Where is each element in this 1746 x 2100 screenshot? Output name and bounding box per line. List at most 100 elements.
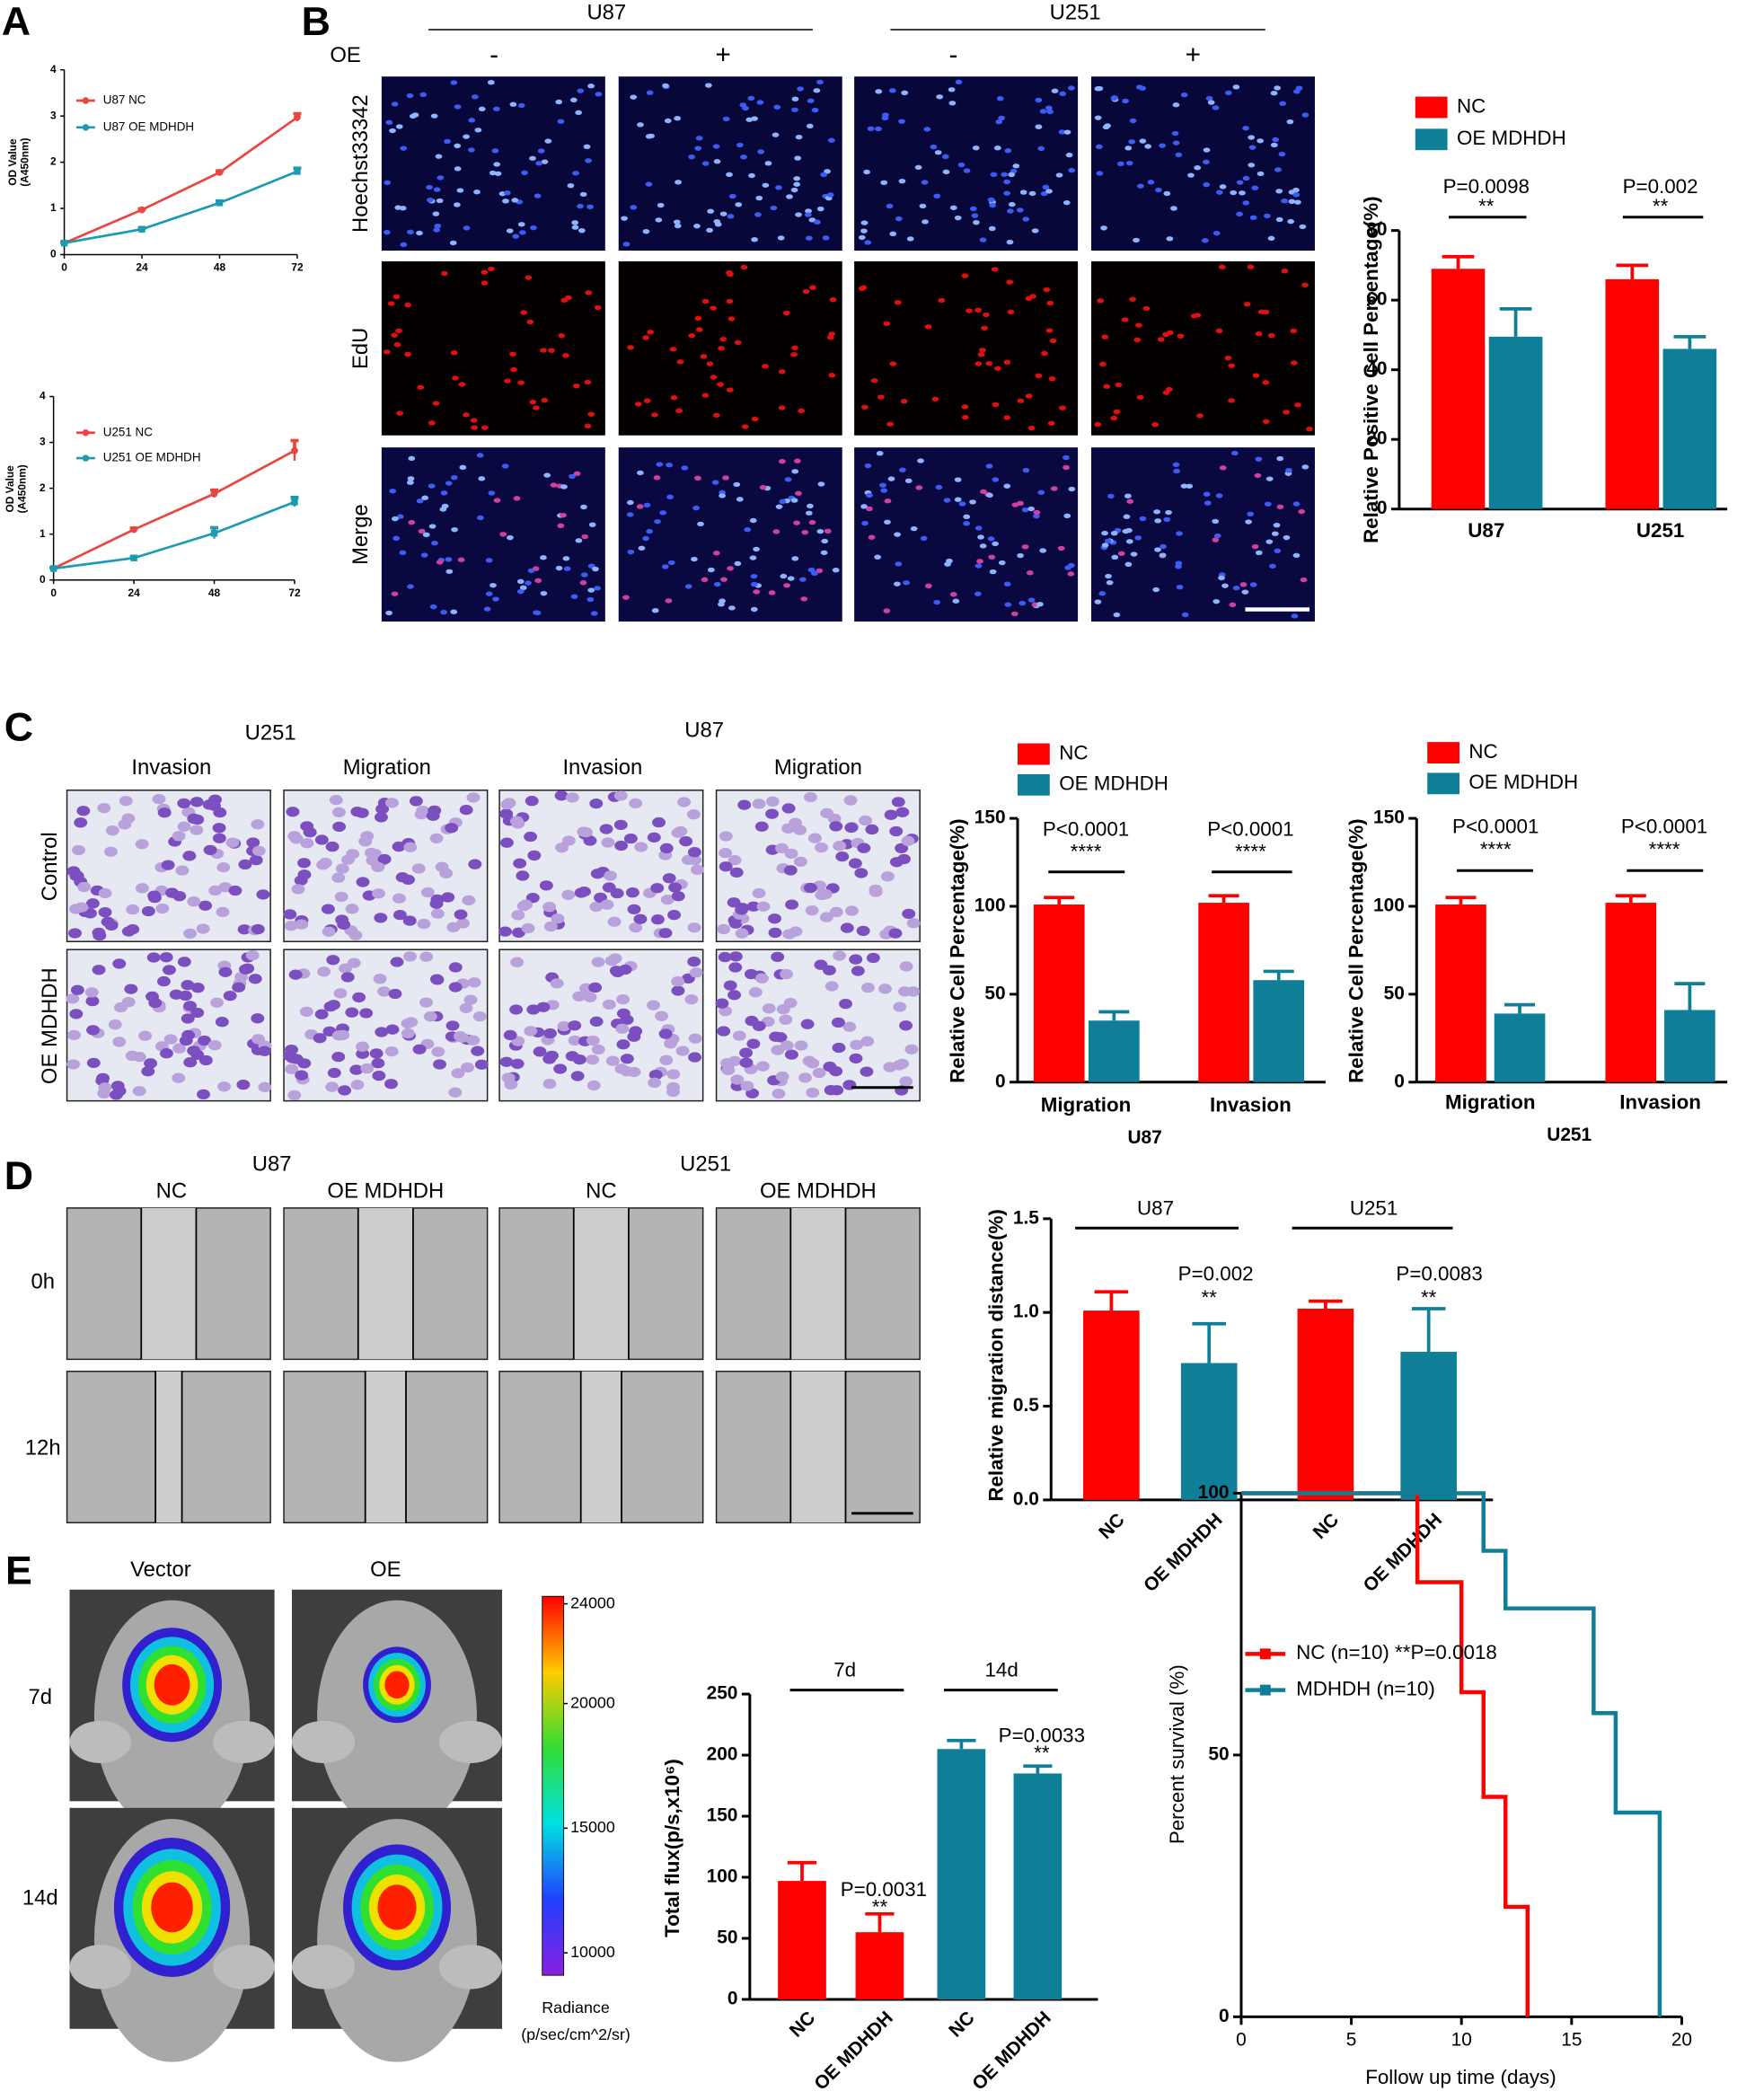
cell [1021, 507, 1029, 513]
cell [236, 1079, 251, 1090]
cell [516, 578, 525, 585]
cell [897, 853, 911, 865]
cell [889, 825, 904, 837]
cell [623, 833, 638, 844]
cell [1264, 501, 1272, 507]
cell [1180, 92, 1188, 98]
cell [517, 380, 525, 385]
cell [326, 955, 340, 966]
cell [1094, 115, 1102, 120]
cell [1041, 350, 1048, 357]
cell [1153, 509, 1160, 515]
legend-label: MDHDH (n=10) [1296, 1678, 1435, 1700]
cell [118, 819, 132, 830]
cell [980, 489, 987, 494]
cell [1267, 235, 1275, 242]
cell [666, 1086, 680, 1098]
cell [1007, 309, 1015, 315]
column-label: Migration [774, 755, 862, 780]
cell [568, 1020, 582, 1031]
cell [667, 910, 682, 921]
cell [391, 591, 399, 596]
cell [712, 551, 720, 556]
x-tick-label: 20 [1671, 2030, 1692, 2051]
cell [182, 851, 197, 861]
cell [979, 543, 987, 549]
cell [487, 80, 495, 85]
panel-label: A [2, 0, 31, 44]
cell [212, 823, 226, 834]
x-tick-label: 10 [1451, 2030, 1472, 2051]
cell [1035, 124, 1043, 129]
legend-label: U251 OE MDHDH [103, 451, 201, 464]
bar [1083, 1310, 1140, 1500]
cell [694, 475, 701, 481]
cell [888, 928, 903, 939]
cell [85, 898, 100, 909]
cell [935, 484, 943, 490]
cell [961, 273, 969, 278]
cell [197, 1089, 210, 1100]
cell [899, 1020, 913, 1031]
cell [942, 169, 950, 175]
marker [138, 225, 146, 233]
cell [1115, 382, 1123, 388]
cell [1045, 328, 1054, 333]
mouse-ear [438, 1720, 503, 1763]
cell [1278, 151, 1286, 157]
cell [943, 498, 951, 503]
x-axis-label: U251 [1547, 1125, 1592, 1145]
panel-label: C [4, 706, 33, 750]
cell [1059, 91, 1067, 97]
cell [1019, 190, 1027, 195]
cell [1006, 279, 1014, 285]
cell [360, 1063, 375, 1074]
cell [954, 215, 962, 221]
cell [647, 330, 655, 335]
cell [783, 583, 790, 588]
cell [717, 1026, 731, 1037]
cell [747, 95, 755, 101]
cell [331, 872, 346, 883]
cell [400, 146, 408, 151]
cell [963, 168, 971, 173]
cell [1177, 333, 1185, 339]
column-label: OE MDHDH [760, 1178, 877, 1203]
cell [98, 906, 112, 918]
cell [1306, 426, 1313, 432]
cell [1166, 236, 1174, 242]
cell [1219, 465, 1227, 471]
y-tick-label: 50 [984, 983, 1005, 1003]
cell [421, 495, 429, 500]
cell [904, 1044, 919, 1054]
cell [938, 297, 946, 304]
cell [627, 549, 635, 555]
cell [715, 998, 729, 1009]
row-label: Control [38, 832, 62, 901]
mouse-ear [438, 1945, 503, 1990]
y-tick-label: 0.5 [1013, 1395, 1039, 1416]
cell [445, 569, 454, 574]
cell [1007, 208, 1014, 214]
cell [1204, 500, 1212, 506]
cell [1027, 506, 1036, 512]
marker [216, 169, 224, 176]
cell [377, 986, 392, 997]
cell [585, 158, 592, 163]
y-axis-label: Relative Cell Percentage(%) [946, 818, 968, 1083]
cell [739, 1057, 754, 1068]
cell [384, 1079, 398, 1090]
y-tick-label: 50 [717, 1928, 737, 1948]
cell [645, 134, 653, 139]
cell [941, 154, 949, 160]
cell [735, 928, 749, 939]
cell [662, 873, 676, 884]
legend-swatch [1018, 743, 1050, 765]
cell [622, 595, 630, 600]
cell [430, 113, 438, 119]
cell [575, 538, 583, 543]
cell [1094, 599, 1102, 604]
cell [459, 1002, 473, 1014]
cell [533, 1046, 547, 1057]
cell [463, 994, 478, 1005]
